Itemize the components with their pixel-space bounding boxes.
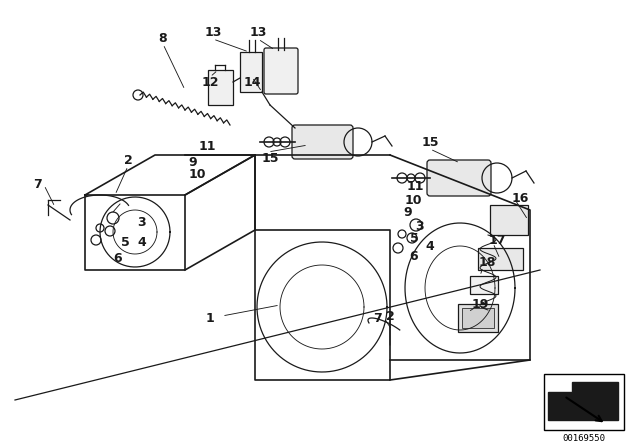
Bar (458, 304, 498, 332)
Text: 5: 5 (120, 236, 129, 249)
Text: 18: 18 (478, 257, 496, 270)
Text: 1: 1 (205, 311, 214, 324)
Text: 9: 9 (189, 155, 197, 168)
Bar (544, 374, 624, 430)
Text: 15: 15 (261, 151, 279, 164)
Text: 00169550: 00169550 (563, 434, 605, 443)
Text: 13: 13 (204, 26, 221, 39)
FancyBboxPatch shape (292, 125, 353, 159)
Text: 11: 11 (198, 139, 216, 152)
Text: 12: 12 (201, 76, 219, 89)
FancyBboxPatch shape (427, 160, 491, 196)
Text: 19: 19 (471, 297, 489, 310)
Polygon shape (548, 382, 618, 420)
Text: 2: 2 (124, 154, 132, 167)
Text: 14: 14 (243, 76, 260, 89)
Text: 4: 4 (426, 240, 435, 253)
Text: 2: 2 (386, 310, 394, 323)
Text: 4: 4 (138, 236, 147, 249)
Text: 10: 10 (404, 194, 422, 207)
Text: 7: 7 (34, 178, 42, 191)
Text: 9: 9 (404, 206, 412, 219)
Text: 3: 3 (138, 215, 147, 228)
Bar (470, 276, 498, 294)
Text: 8: 8 (159, 31, 167, 44)
Bar (462, 308, 494, 328)
Text: 3: 3 (416, 220, 424, 233)
Text: 6: 6 (114, 251, 122, 264)
Text: 11: 11 (406, 180, 424, 193)
Bar (478, 248, 523, 270)
Text: 10: 10 (188, 168, 205, 181)
FancyBboxPatch shape (264, 48, 298, 94)
Text: 16: 16 (511, 191, 529, 204)
Text: 6: 6 (410, 250, 419, 263)
Bar (240, 52, 262, 92)
Text: 13: 13 (250, 26, 267, 39)
Bar (208, 70, 233, 105)
Text: 7: 7 (374, 311, 382, 324)
Bar (490, 205, 528, 235)
Text: 5: 5 (410, 232, 419, 245)
Text: 17: 17 (488, 233, 506, 246)
Text: 15: 15 (421, 137, 439, 150)
